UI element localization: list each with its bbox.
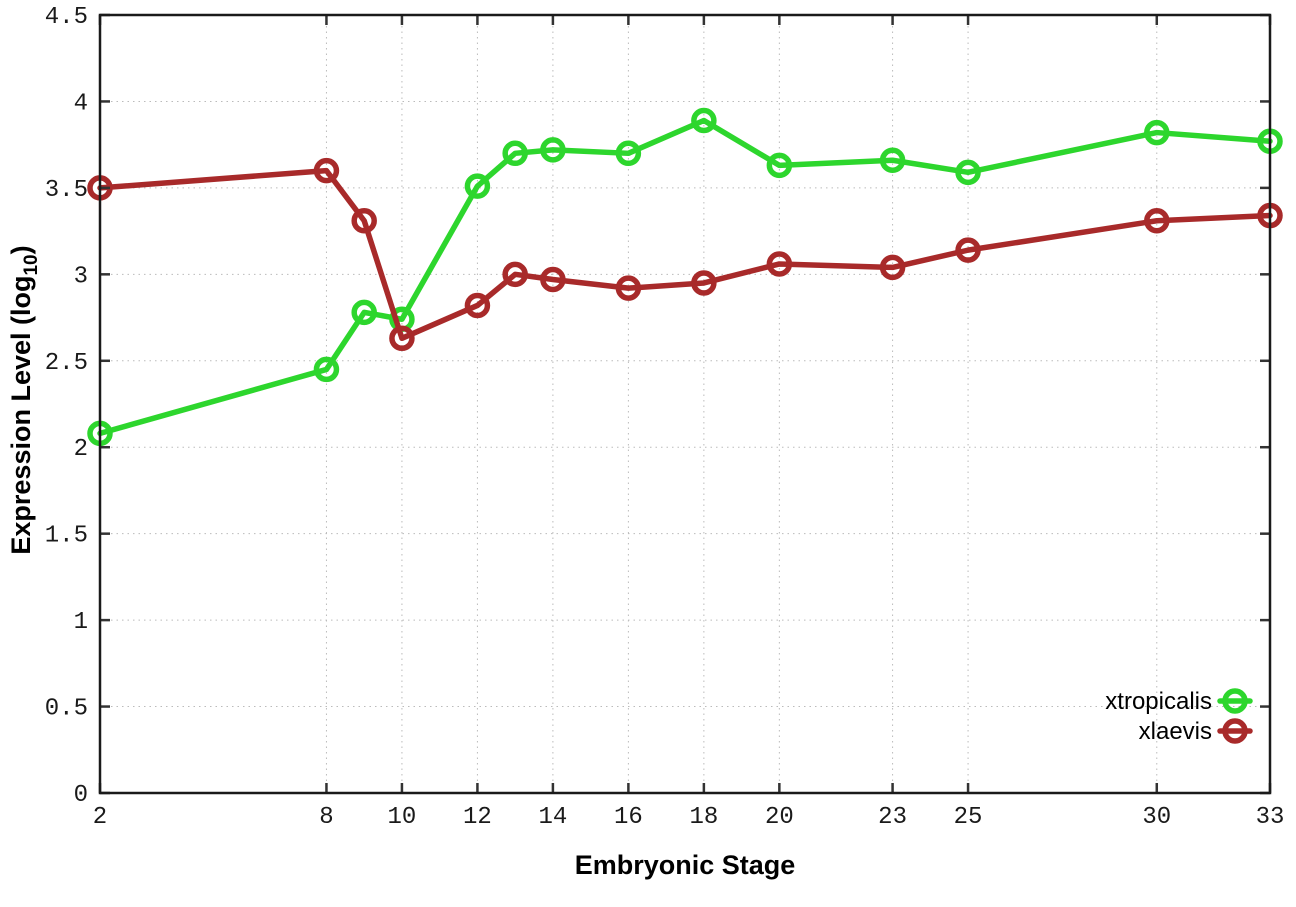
legend-item-xlaevis: xlaevis — [1139, 718, 1253, 745]
x-tick-label: 25 — [954, 804, 983, 831]
x-tick-label: 30 — [1142, 804, 1171, 831]
x-tick-label: 23 — [878, 804, 907, 831]
data-point-xlaevis — [1144, 207, 1170, 234]
x-tick-label: 20 — [765, 804, 794, 831]
y-tick-label: 0.5 — [45, 696, 88, 723]
data-point-xtropicalis — [1144, 119, 1170, 146]
data-point-xlaevis — [615, 275, 642, 301]
data-point-xlaevis — [691, 270, 717, 296]
data-point-xtropicalis — [691, 107, 717, 134]
data-point-xlaevis — [766, 251, 793, 277]
data-point-xlaevis — [879, 254, 906, 281]
plot-border — [98, 13, 1272, 795]
data-point-xtropicalis — [502, 140, 528, 167]
data-point-xlaevis — [313, 157, 340, 184]
data-point-xtropicalis — [540, 137, 566, 163]
data-point-xtropicalis — [766, 152, 793, 179]
x-tick-label: 33 — [1256, 804, 1285, 831]
x-tick-label: 18 — [689, 804, 718, 831]
y-tick-label: 3.5 — [45, 177, 88, 204]
gridlines — [100, 15, 1270, 793]
series-line-xtropicalis — [97, 117, 1273, 437]
x-axis-title: Embryonic Stage — [575, 850, 796, 880]
y-tick-label: 1.5 — [45, 523, 88, 550]
data-point-xtropicalis — [313, 356, 340, 383]
y-tick-label: 2 — [74, 436, 88, 463]
x-tick-label: 14 — [538, 804, 567, 831]
data-point-xtropicalis — [464, 173, 491, 199]
data-point-xlaevis — [351, 207, 377, 234]
x-tick-label: 8 — [319, 804, 333, 831]
data-point-xlaevis — [540, 266, 566, 293]
data-series — [87, 107, 1283, 447]
data-point-xlaevis — [502, 261, 528, 288]
y-tick-label: 1 — [74, 609, 88, 636]
y-tick-label: 0 — [74, 782, 88, 809]
y-tick-label: 3 — [74, 263, 88, 290]
plot-frame — [98, 13, 1272, 795]
y-tick-label: 4.5 — [45, 4, 88, 31]
x-tick-label: 10 — [388, 804, 417, 831]
x-tick-label: 2 — [93, 804, 107, 831]
legend-label-xtropicalis: xtropicalis — [1105, 688, 1212, 715]
y-tick-label: 2.5 — [45, 350, 88, 377]
data-point-xtropicalis — [955, 159, 981, 186]
x-tick-label: 16 — [614, 804, 643, 831]
y-tick-label: 4 — [74, 90, 88, 117]
y-axis-title: Expression Level (log10) — [6, 245, 42, 554]
legend-label-xlaevis: xlaevis — [1139, 718, 1212, 745]
legend-marker-sample — [1222, 688, 1248, 714]
data-point-xlaevis — [389, 325, 415, 352]
data-point-xtropicalis — [351, 299, 377, 326]
series-line-xlaevis — [97, 167, 1273, 342]
data-point-xtropicalis — [879, 147, 906, 173]
legend: xtropicalis xlaevis — [1105, 688, 1253, 745]
data-point-xlaevis — [464, 292, 491, 319]
data-point-xtropicalis — [615, 140, 642, 167]
x-tick-label: 12 — [463, 804, 492, 831]
legend-marker-sample — [1222, 718, 1248, 744]
data-point-xlaevis — [955, 237, 981, 263]
tick-labels: 2 8 10 12 14 16 18 20 23 25 30 33 0 0.5 1 1.5 2 2.5 3 3.5 4 4… — [45, 4, 1285, 831]
legend-item-xtropicalis: xtropicalis — [1105, 688, 1253, 715]
